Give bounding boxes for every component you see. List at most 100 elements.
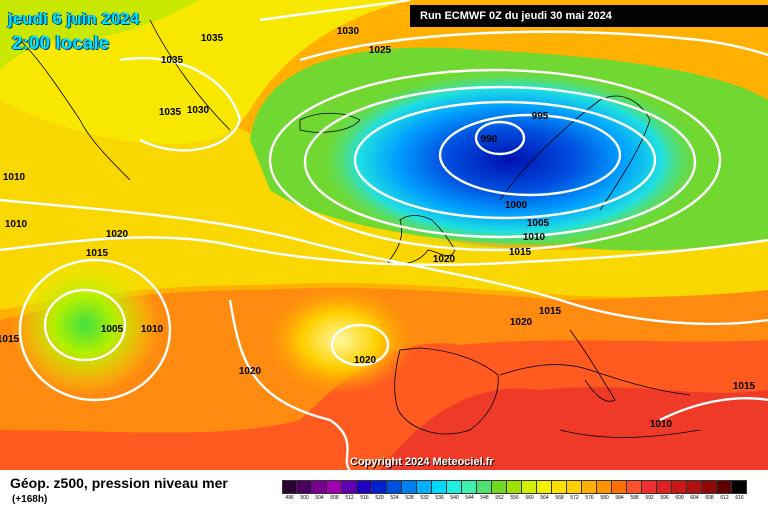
z500-yellow-band: [0, 88, 768, 310]
scale-color: [342, 480, 357, 494]
scale-label: 608: [705, 495, 714, 501]
z500-orange-band: [0, 280, 768, 433]
scale-swatch: 524: [387, 480, 402, 502]
scale-swatch: 540: [447, 480, 462, 502]
scale-color: [537, 480, 552, 494]
isobar-label: 1010: [650, 419, 673, 430]
scale-color: [417, 480, 432, 494]
scale-swatch: 572: [567, 480, 582, 502]
scale-label: 612: [720, 495, 729, 501]
scale-color: [582, 480, 597, 494]
scale-color: [642, 480, 657, 494]
scale-color: [282, 480, 297, 494]
scale-swatch: 508: [327, 480, 342, 502]
scale-color: [612, 480, 627, 494]
scale-color: [477, 480, 492, 494]
scale-swatch: 528: [402, 480, 417, 502]
z500-north-lime: [0, 0, 200, 70]
isobar-label: 1035: [159, 107, 182, 118]
isobar-west-1005: [43, 288, 127, 362]
scale-label: 604: [690, 495, 699, 501]
scale-swatch: 560: [522, 480, 537, 502]
iberia-coast: [394, 347, 499, 435]
scale-label: 588: [630, 495, 639, 501]
isobar-label: 1030: [187, 105, 210, 116]
isobar-low-990: [474, 120, 526, 156]
iceland-coast: [299, 112, 361, 133]
isobar-label: 1010: [5, 219, 28, 230]
scale-swatch: 584: [612, 480, 627, 502]
scale-color: [567, 480, 582, 494]
isobar-greenland-1035: [119, 56, 242, 152]
scale-label: 524: [390, 495, 399, 501]
scale-swatch: 516: [357, 480, 372, 502]
scale-color: [732, 480, 747, 494]
scale-label: 536: [435, 495, 444, 501]
isobar-label: 1020: [510, 317, 533, 328]
isobar-label: 1020: [433, 254, 456, 265]
italy-coast: [569, 329, 616, 402]
weather-map: 1035 1035 1030 1025 1035 1030 1010 1010 1020 1015…: [0, 0, 768, 470]
map-title: Géop. z500, pression niveau mer: [10, 475, 228, 491]
isobar-label: 1025: [369, 45, 392, 56]
scale-color: [297, 480, 312, 494]
isobar-label: 1035: [161, 55, 184, 66]
isobar-label: 1035: [201, 33, 224, 44]
scale-color: [657, 480, 672, 494]
isobar-labels: 1035 1035 1030 1025 1035 1030 1010 1010 1020 1015…: [0, 26, 756, 430]
scale-color: [327, 480, 342, 494]
scale-label: 504: [315, 495, 324, 501]
model-run-label: Run ECMWF 0Z du jeudi 30 mai 2024: [410, 5, 768, 27]
scandinavia-coast: [499, 95, 651, 211]
isobar-label: 1020: [106, 229, 129, 240]
isobar-low-1005: [303, 85, 697, 239]
isobar-1020-band: [0, 198, 768, 326]
isobar-label: 995: [532, 111, 549, 122]
isobar-label: 1005: [527, 218, 550, 229]
scale-label: 600: [675, 495, 684, 501]
scale-label: 552: [495, 495, 504, 501]
scale-color: [552, 480, 567, 494]
scale-swatch: 588: [627, 480, 642, 502]
isobar-label: 1015: [86, 248, 109, 259]
map-subtitle: (+168h): [12, 494, 48, 505]
scale-label: 592: [645, 495, 654, 501]
scale-label: 572: [570, 495, 579, 501]
scale-label: 564: [540, 495, 549, 501]
scale-color: [597, 480, 612, 494]
scale-color: [312, 480, 327, 494]
isobar-label: 1010: [141, 324, 164, 335]
scale-color: [672, 480, 687, 494]
scale-swatch: 504: [312, 480, 327, 502]
scale-label: 584: [615, 495, 624, 501]
scale-color: [462, 480, 477, 494]
scale-swatch: 512: [342, 480, 357, 502]
scale-swatch: 596: [657, 480, 672, 502]
scale-label: 520: [375, 495, 384, 501]
isobar-north-1025: [299, 30, 768, 62]
isobar-label: 990: [481, 134, 498, 145]
scale-label: 496: [285, 495, 294, 501]
scale-label: 580: [600, 495, 609, 501]
scale-color: [687, 480, 702, 494]
scale-swatch: 600: [672, 480, 687, 502]
scale-swatch: 536: [432, 480, 447, 502]
scale-color: [702, 480, 717, 494]
scale-color: [522, 480, 537, 494]
scale-color: [717, 480, 732, 494]
isobar-low-1000: [353, 100, 657, 220]
scale-swatch: 544: [462, 480, 477, 502]
isobar-label: 1015: [509, 247, 532, 258]
isobar-low-995: [438, 113, 622, 197]
forecast-time: 2:00 locale: [12, 33, 110, 54]
scale-color: [402, 480, 417, 494]
scale-label: 500: [300, 495, 309, 501]
scale-label: 540: [450, 495, 459, 501]
isobar-south-1020: [228, 299, 351, 470]
scale-label: 548: [480, 495, 489, 501]
scale-color: [627, 480, 642, 494]
isobar-west-1010: [18, 258, 172, 402]
scale-color: [492, 480, 507, 494]
color-scale: 496 500 504 508 512 516 520 524 528 532 536 540 544 5…: [282, 480, 747, 502]
